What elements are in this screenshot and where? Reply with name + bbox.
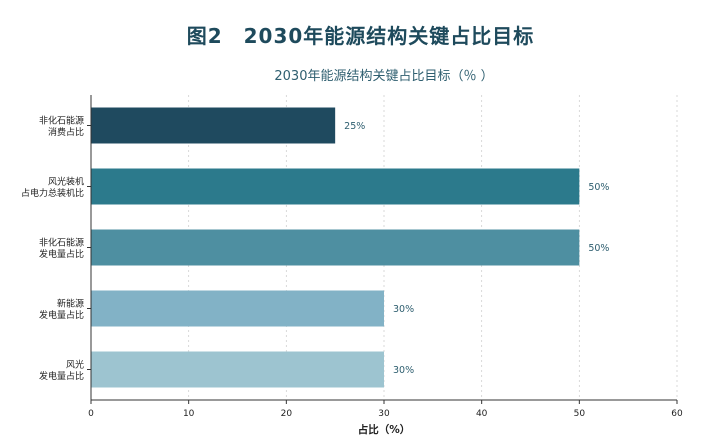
x-axis-title: 占比（%）: [358, 423, 411, 436]
bar-value-label: 50%: [588, 182, 609, 193]
y-category-label: 发电量占比: [39, 309, 84, 321]
bar: [91, 351, 384, 388]
x-tick-label: 30: [378, 409, 390, 419]
bar: [91, 290, 384, 327]
y-category-label: 非化石能源: [39, 236, 84, 248]
bar-value-label: 30%: [393, 304, 414, 315]
y-category-label: 风光装机: [48, 175, 84, 187]
figure-title: 图2 2030年能源结构关键占比目标: [186, 24, 535, 48]
bar: [91, 107, 336, 144]
y-category-label: 发电量占比: [39, 248, 84, 260]
y-category-label: 消费占比: [48, 126, 84, 138]
x-tick-label: 50: [574, 409, 586, 419]
y-category-label: 非化石能源: [39, 114, 84, 126]
x-tick-label: 0: [88, 409, 94, 419]
bar-value-label: 50%: [588, 243, 609, 254]
bar-value-label: 25%: [344, 121, 365, 132]
bar-value-label: 30%: [393, 365, 414, 376]
x-tick-label: 10: [183, 409, 195, 419]
bar: [91, 168, 580, 205]
y-category-label: 风光: [66, 358, 84, 370]
x-tick-label: 40: [476, 409, 488, 419]
bar: [91, 229, 580, 266]
y-category-label: 新能源: [57, 297, 84, 309]
x-tick-label: 20: [281, 409, 293, 419]
x-tick-label: 60: [671, 409, 683, 419]
y-category-label: 占电力总装机比: [21, 187, 84, 199]
y-category-label: 发电量占比: [39, 370, 84, 382]
chart-title: 2030年能源结构关键占比目标（％ ）: [274, 69, 493, 84]
